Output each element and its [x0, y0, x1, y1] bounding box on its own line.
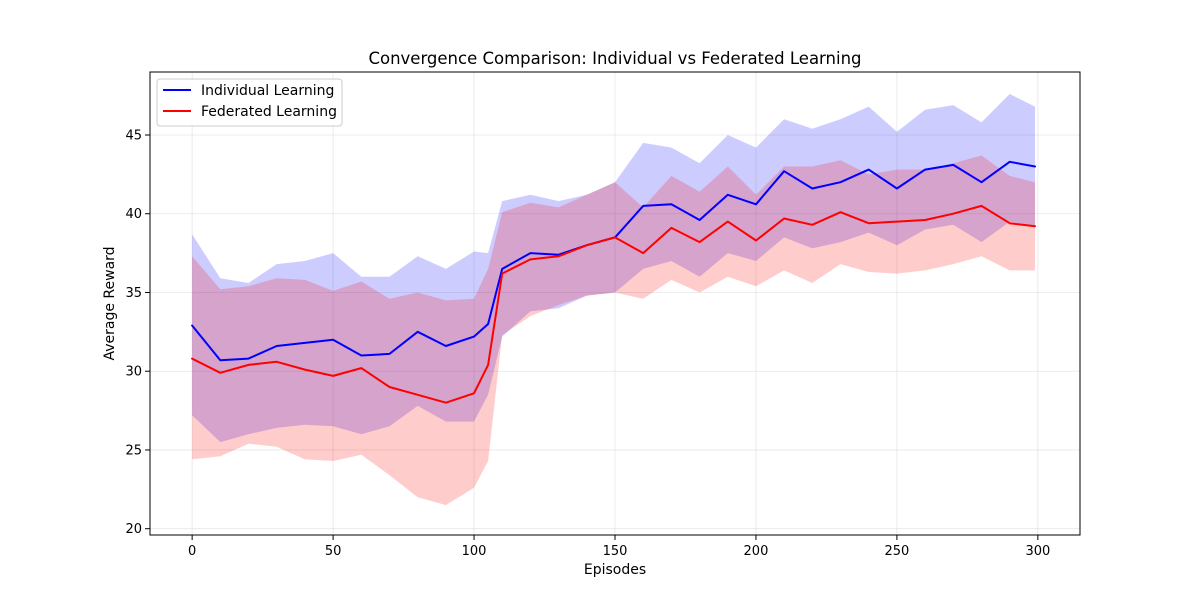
y-tick-label: 45 — [125, 128, 142, 143]
legend: Individual Learning Federated Learning — [156, 78, 343, 127]
x-tick-label: 300 — [1025, 544, 1050, 559]
legend-label-individual: Individual Learning — [201, 83, 334, 99]
legend-box — [156, 78, 343, 127]
series-lines — [191, 160, 1036, 404]
y-tick-label: 20 — [125, 522, 142, 537]
y-tick-label: 35 — [125, 286, 142, 301]
legend-label-federated: Federated Learning — [201, 104, 337, 120]
y-axis-ticks: 20 25 30 35 40 45 — [125, 128, 150, 537]
confidence-bands — [192, 94, 1036, 506]
grid-lines — [150, 72, 1080, 535]
band-federated — [192, 155, 1036, 506]
x-tick-label: 200 — [744, 544, 769, 559]
x-tick-label: 0 — [188, 544, 196, 559]
x-axis-label: Episodes — [584, 562, 646, 578]
x-tick-label: 50 — [325, 544, 342, 559]
x-axis-ticks: 0 50 100 150 200 250 300 — [188, 535, 1050, 559]
line-federated — [191, 204, 1036, 404]
x-tick-label: 150 — [603, 544, 628, 559]
x-tick-label: 250 — [884, 544, 909, 559]
y-tick-label: 30 — [125, 365, 142, 380]
band-individual — [192, 94, 1036, 443]
y-axis-label: Average Reward — [102, 246, 118, 360]
chart-title: Convergence Comparison: Individual vs Fe… — [368, 49, 861, 68]
y-tick-label: 40 — [125, 207, 142, 222]
y-tick-label: 25 — [125, 443, 142, 458]
x-tick-label: 100 — [462, 544, 487, 559]
